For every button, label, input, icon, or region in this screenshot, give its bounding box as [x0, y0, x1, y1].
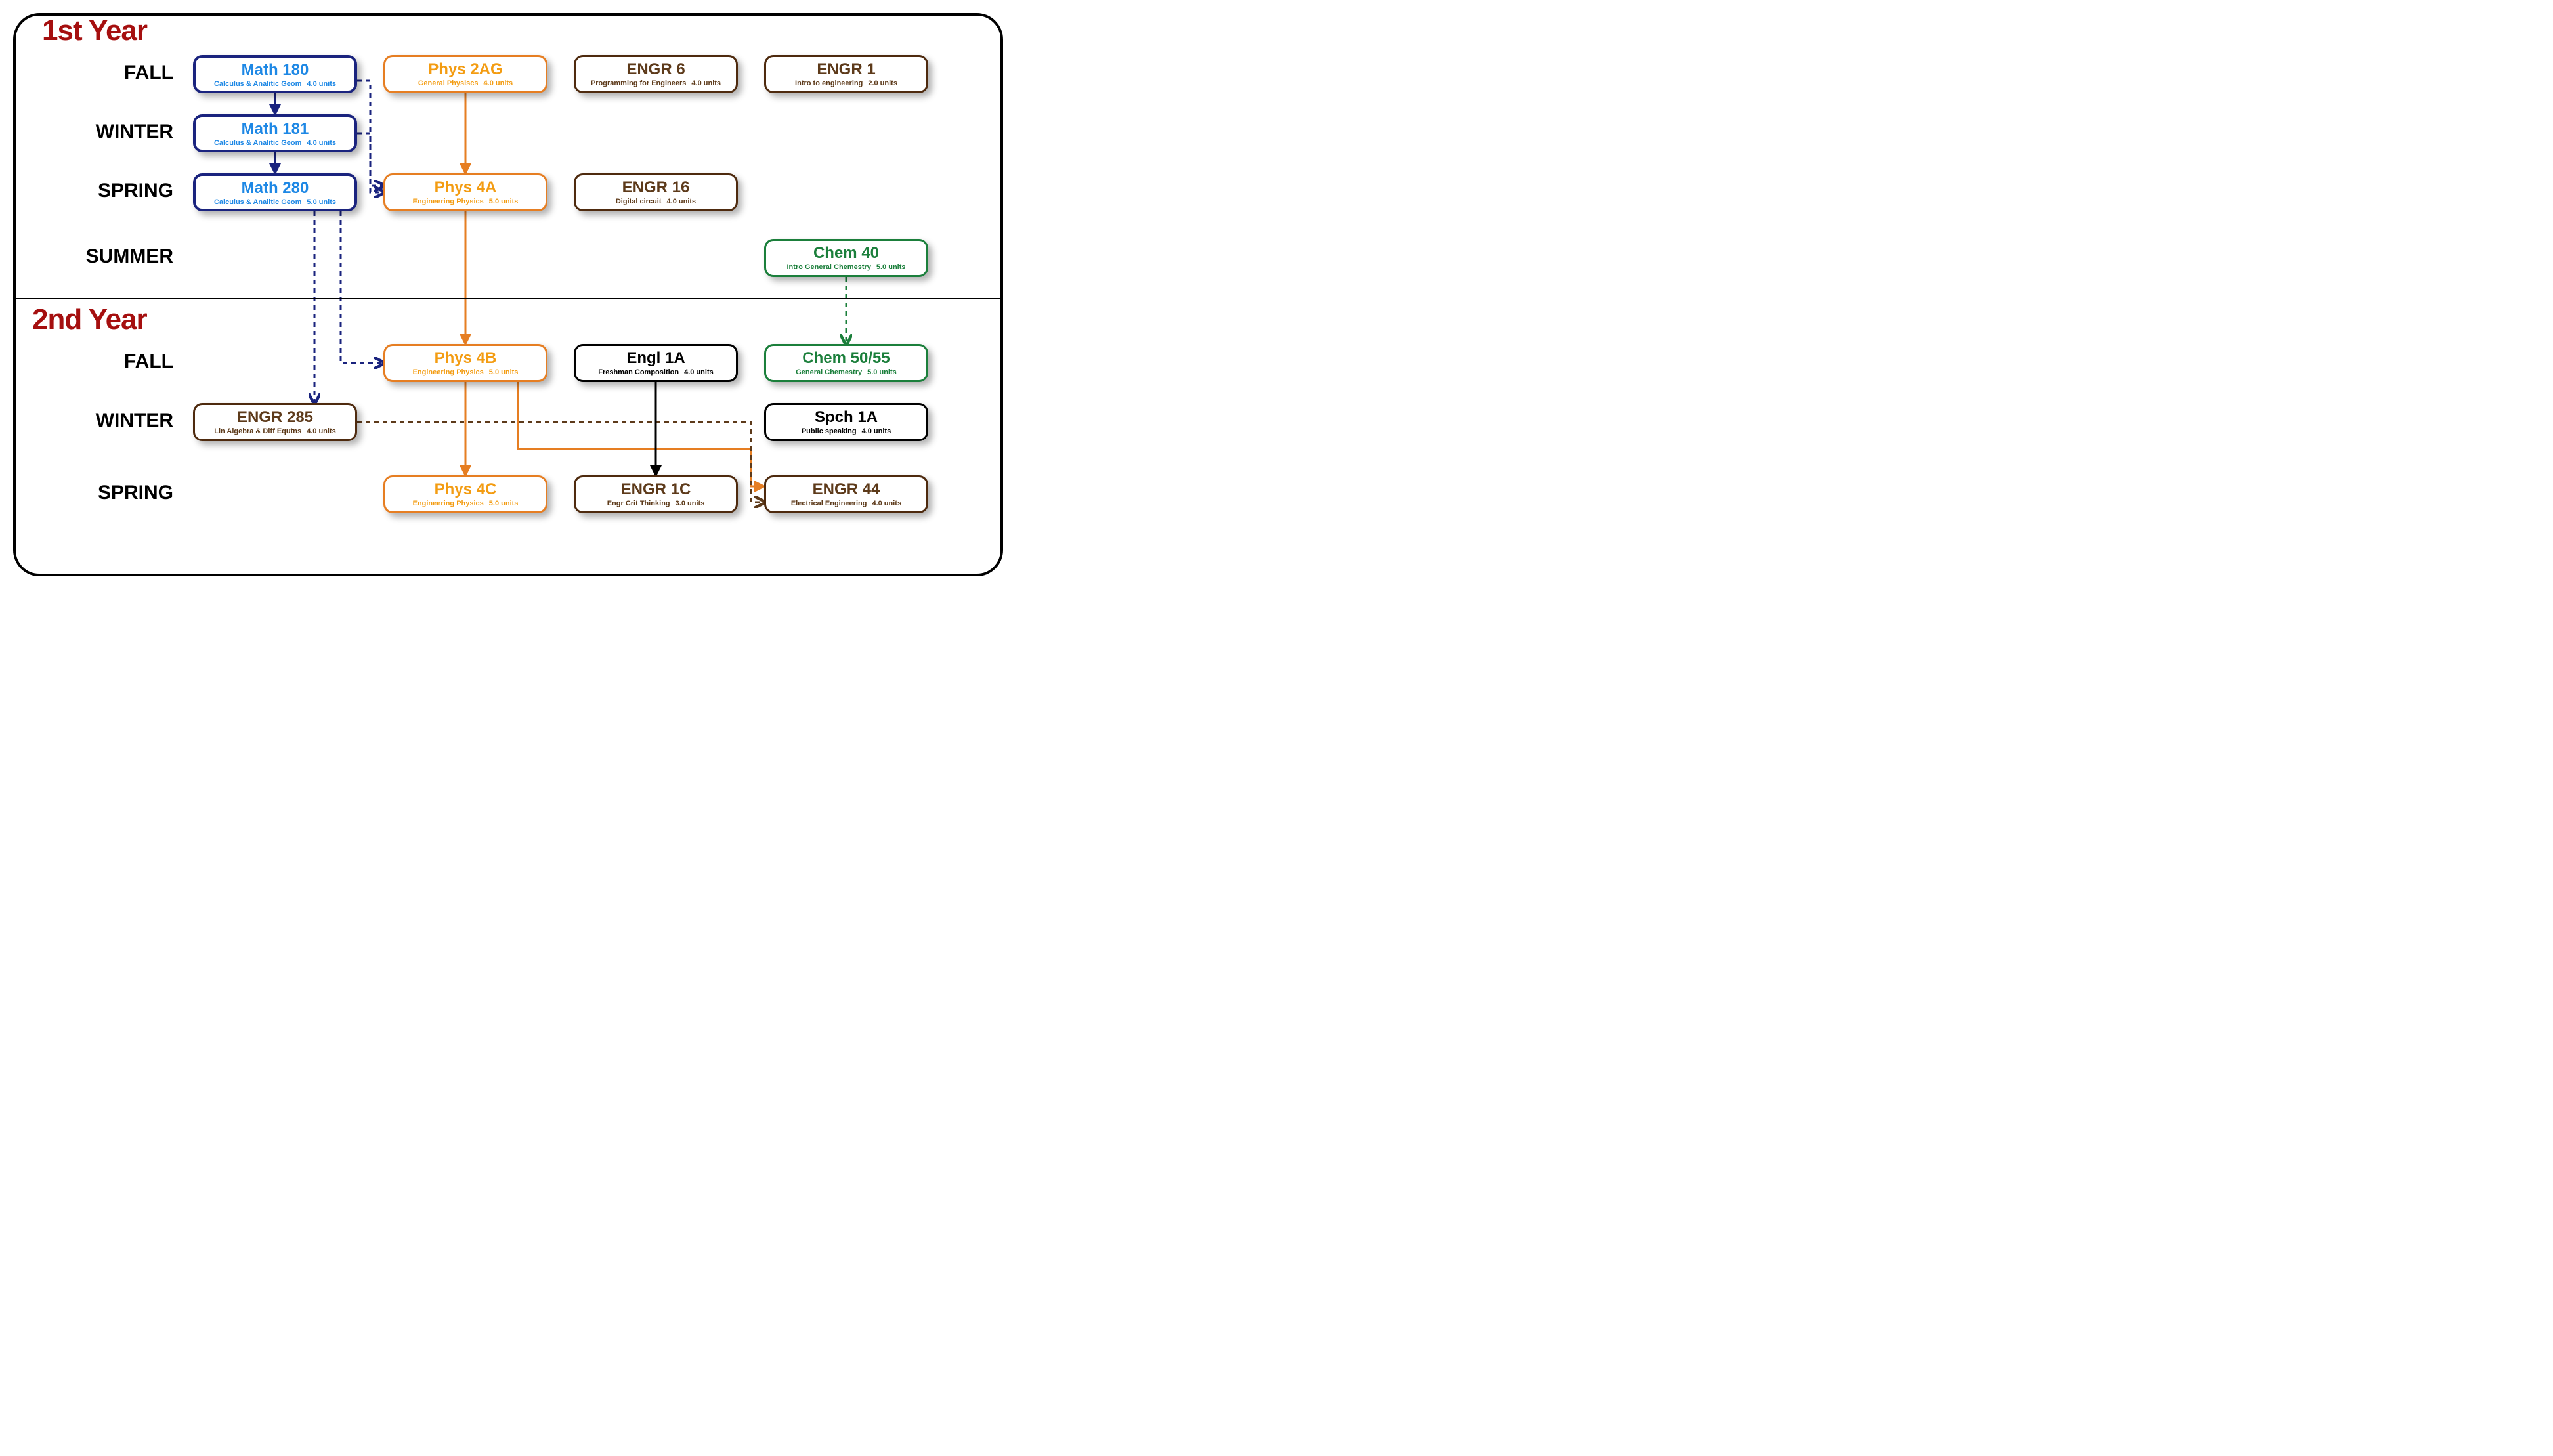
course-engr1: ENGR 1 Intro to engineering2.0 units [764, 55, 928, 93]
course-title: Phys 4B [391, 350, 540, 366]
year-label-year1: 1st Year [42, 14, 147, 47]
course-title: Chem 40 [771, 245, 921, 261]
course-title: ENGR 1C [581, 481, 731, 498]
course-subtitle: General Chemestry5.0 units [771, 368, 921, 377]
course-subtitle: Engineering Physics5.0 units [391, 368, 540, 377]
course-title: Math 180 [201, 62, 349, 78]
course-subtitle: Engineering Physics5.0 units [391, 499, 540, 508]
course-subtitle: Digital circuit4.0 units [581, 197, 731, 206]
edge-math280-phys4b [341, 211, 383, 363]
course-subtitle: Engr Crit Thinking3.0 units [581, 499, 731, 508]
term-label-t-fall2: FALL [55, 351, 173, 373]
course-engr44: ENGR 44Electrical Engineering4.0 units [764, 475, 928, 513]
course-chem50: Chem 50/55 General Chemestry5.0 units [764, 344, 928, 382]
course-subtitle: General Physiscs4.0 units [391, 79, 540, 88]
course-title: Math 280 [201, 180, 349, 196]
course-title: Phys 4C [391, 481, 540, 498]
course-title: ENGR 1 [771, 61, 921, 77]
course-phys2ag: Phys 2AG General Physiscs4.0 units [383, 55, 547, 93]
course-subtitle: Freshman Composition4.0 units [581, 368, 731, 377]
course-subtitle: Public speaking4.0 units [771, 427, 921, 436]
course-title: Math 181 [201, 121, 349, 137]
term-label-t-spring1: SPRING [55, 180, 173, 202]
course-title: ENGR 6 [581, 61, 731, 77]
course-math180: Math 180Calculus & Analitic Geom4.0 unit… [193, 55, 357, 93]
course-title: ENGR 16 [581, 179, 731, 196]
edge-math181-phys4a [357, 133, 383, 192]
course-title: Phys 2AG [391, 61, 540, 77]
edge-phys4b-engr44 [518, 382, 764, 486]
term-label-t-summer1: SUMMER [55, 246, 173, 268]
course-subtitle: Intro General Chemestry5.0 units [771, 263, 921, 272]
course-math280: Math 280 Calculus & Analitic Geom5.0 unit… [193, 173, 357, 211]
edge-math180-phys4a [357, 81, 383, 186]
year-label-year2: 2nd Year [32, 303, 147, 336]
course-engl1a: Engl 1A Freshman Composition4.0 units [574, 344, 738, 382]
curriculum-flowchart: 1st Year 2nd Year FALL WINTER SPRING SUMMER FA… [13, 13, 1003, 576]
term-label-t-fall1: FALL [55, 62, 173, 84]
course-phys4a: Phys 4AEngineering Physics5.0 units [383, 173, 547, 211]
term-label-t-spring2: SPRING [55, 482, 173, 504]
course-engr285: ENGR 285 Lin Algebra & Diff Equtns4.0 uni… [193, 403, 357, 441]
course-subtitle: Engineering Physics5.0 units [391, 197, 540, 206]
course-title: Chem 50/55 [771, 350, 921, 366]
course-phys4c: Phys 4CEngineering Physics5.0 units [383, 475, 547, 513]
course-math181: Math 181 Calculus & Analitic Geom4.0 unit… [193, 114, 357, 152]
course-engr1c: ENGR 1CEngr Crit Thinking3.0 units [574, 475, 738, 513]
course-subtitle: Calculus & Analitic Geom4.0 units [201, 79, 349, 89]
course-engr6: ENGR 6 Programming for Engineers4.0 units [574, 55, 738, 93]
course-subtitle: Electrical Engineering4.0 units [771, 499, 921, 508]
course-chem40: Chem 40 Intro General Chemestry5.0 units [764, 239, 928, 277]
course-title: ENGR 44 [771, 481, 921, 498]
term-label-t-winter1: WINTER [55, 121, 173, 143]
course-engr16: ENGR 16Digital circuit4.0 units [574, 173, 738, 211]
term-label-t-winter2: WINTER [55, 410, 173, 432]
course-subtitle: Calculus & Analitic Geom4.0 units [201, 139, 349, 148]
course-title: ENGR 285 [200, 409, 350, 425]
year-divider [16, 298, 1000, 299]
course-subtitle: Programming for Engineers4.0 units [581, 79, 731, 88]
course-subtitle: Lin Algebra & Diff Equtns4.0 units [200, 427, 350, 436]
course-subtitle: Intro to engineering2.0 units [771, 79, 921, 88]
course-subtitle: Calculus & Analitic Geom5.0 units [201, 198, 349, 207]
course-phys4b: Phys 4B Engineering Physics5.0 units [383, 344, 547, 382]
course-title: Phys 4A [391, 179, 540, 196]
course-title: Engl 1A [581, 350, 731, 366]
course-title: Spch 1A [771, 409, 921, 425]
course-spch1a: Spch 1A Public speaking4.0 units [764, 403, 928, 441]
